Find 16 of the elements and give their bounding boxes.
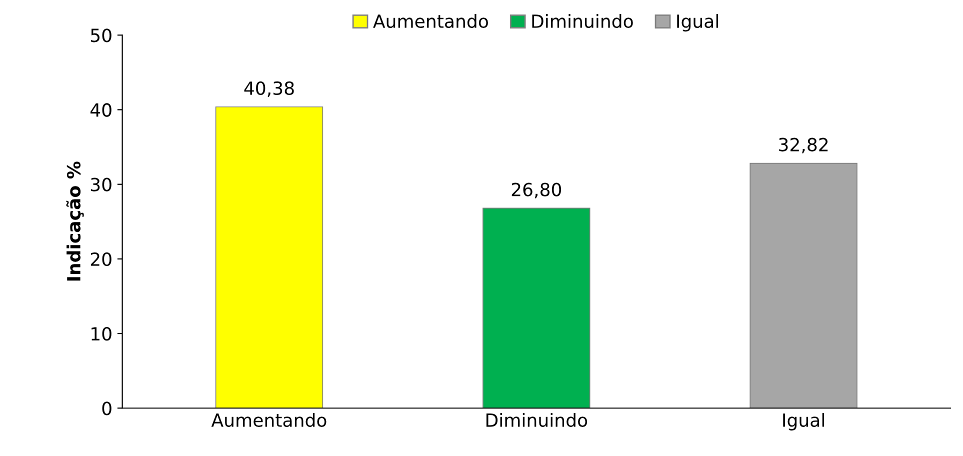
legend-label: Diminuindo <box>532 14 633 28</box>
legend-label: Igual <box>677 14 718 32</box>
y-tick-label: 20 <box>90 252 112 266</box>
y-tick-label: 40 <box>90 103 112 117</box>
y-tick-label: 0 <box>102 402 112 416</box>
data-label: 26,80 <box>512 182 562 198</box>
legend-label: Aumentando <box>373 14 488 28</box>
y-tick-label: 30 <box>90 178 112 192</box>
x-tick-label: Aumentando <box>211 412 326 427</box>
x-tick-label: Diminuindo <box>486 412 588 427</box>
y-tick-label: 10 <box>92 326 112 341</box>
y-tick-label: 50 <box>90 28 112 42</box>
data-label: 32,82 <box>779 138 828 154</box>
data-label: 40,38 <box>244 81 294 97</box>
y-axis-title: Indicação % <box>66 162 84 281</box>
x-tick-label: Igual <box>783 412 824 430</box>
